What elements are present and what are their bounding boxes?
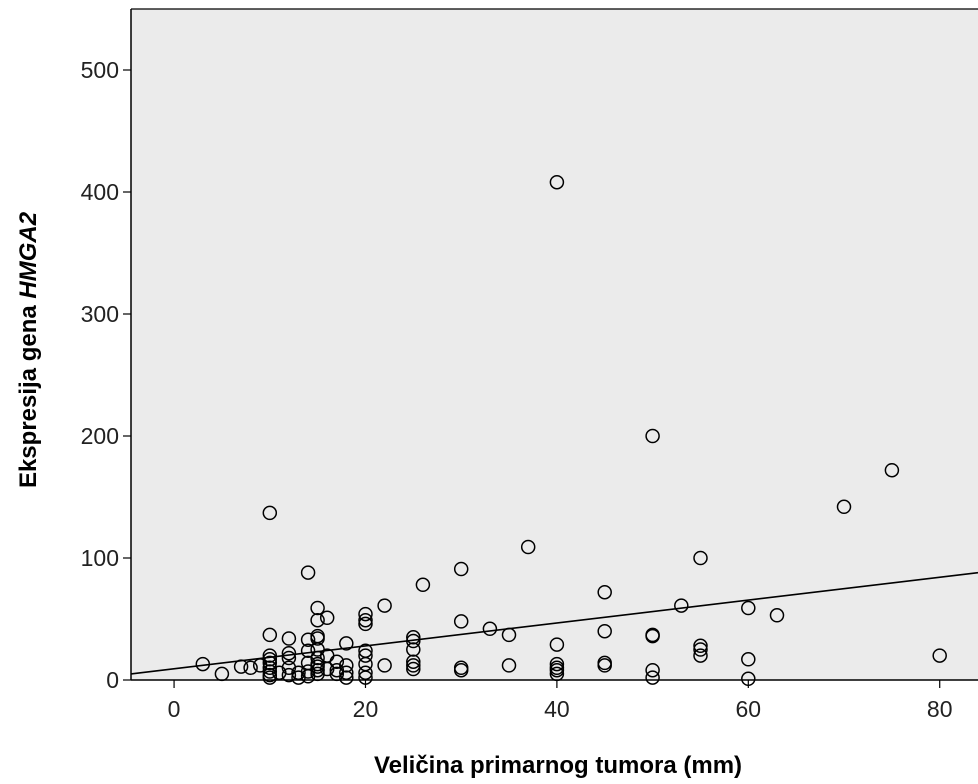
data-point — [262, 660, 278, 676]
y-tick-label: 100 — [81, 545, 119, 571]
data-point — [597, 623, 612, 639]
data-point — [262, 655, 278, 671]
data-point — [233, 659, 249, 674]
data-point — [549, 174, 565, 190]
data-point — [645, 428, 660, 444]
data-point — [262, 627, 278, 643]
data-point — [406, 658, 421, 673]
data-point — [836, 499, 852, 515]
data-point — [262, 652, 278, 667]
data-point — [549, 662, 565, 678]
data-point — [693, 648, 708, 663]
axes-layer — [130, 8, 978, 681]
x-tick-label: 40 — [544, 696, 570, 722]
data-point — [520, 539, 536, 555]
data-point — [769, 608, 785, 623]
data-point — [501, 627, 517, 643]
data-point — [319, 610, 335, 626]
plot-area — [131, 9, 978, 680]
data-point — [415, 577, 431, 593]
data-point — [482, 621, 498, 637]
data-point — [339, 636, 354, 651]
y-tick-label: 300 — [81, 301, 119, 327]
data-point — [377, 598, 392, 613]
data-point — [549, 637, 565, 652]
data-point — [406, 642, 421, 657]
x-axis-title: Veličina primarnog tumora (mm) — [374, 752, 742, 779]
data-point — [358, 612, 373, 628]
data-point — [453, 614, 469, 629]
y-tick-label: 500 — [81, 57, 119, 83]
data-point — [741, 652, 756, 667]
y-axis-title-prefix: Ekspresija gena — [15, 299, 42, 488]
data-point — [597, 658, 612, 673]
data-point — [358, 665, 373, 680]
y-tick-label: 0 — [106, 667, 119, 693]
data-point — [300, 565, 316, 580]
data-point — [310, 631, 325, 646]
data-point — [281, 631, 297, 646]
data-point — [693, 550, 708, 566]
data-point — [932, 648, 947, 663]
data-point — [195, 656, 211, 672]
data-point — [358, 648, 373, 663]
y-tick-label: 400 — [81, 179, 119, 205]
data-point — [262, 505, 278, 521]
x-tick-label: 0 — [168, 696, 181, 722]
data-point — [310, 650, 325, 666]
data-point — [549, 656, 565, 672]
data-point — [377, 658, 392, 673]
data-point — [300, 664, 316, 679]
data-point — [310, 662, 325, 678]
data-point — [645, 628, 660, 644]
data-point — [281, 650, 297, 666]
data-point — [310, 600, 325, 616]
data-point — [453, 662, 469, 678]
data-point — [310, 659, 325, 674]
data-point — [741, 600, 756, 616]
data-point — [406, 654, 421, 669]
ticks-layer: 0 20 40 60 80 0 100 200 300 400 500 — [81, 57, 953, 722]
data-point — [310, 612, 325, 628]
y-tick-label: 200 — [81, 423, 119, 449]
data-point — [329, 654, 345, 669]
data-point — [501, 658, 517, 673]
data-point — [339, 658, 354, 673]
data-point — [597, 584, 612, 600]
data-point — [884, 462, 900, 478]
data-point — [243, 660, 258, 676]
x-tick-label: 60 — [736, 696, 762, 722]
y-axis-title: Ekspresija gena HMGA2 — [15, 211, 42, 488]
data-point — [281, 645, 297, 661]
data-point — [406, 630, 421, 645]
data-point — [645, 662, 660, 678]
data-point — [693, 638, 708, 654]
data-point — [281, 667, 297, 683]
data-point — [693, 642, 708, 657]
data-point — [262, 648, 278, 663]
data-point — [358, 606, 373, 622]
data-point — [406, 661, 421, 677]
data-point — [300, 632, 316, 647]
data-point — [262, 664, 278, 679]
data-point — [291, 665, 306, 680]
data-point — [406, 633, 421, 649]
data-point — [329, 662, 345, 678]
x-tick-label: 80 — [927, 696, 953, 722]
data-point — [300, 643, 316, 658]
x-tick-label: 20 — [353, 696, 379, 722]
data-point — [339, 670, 354, 685]
points-layer — [195, 174, 947, 687]
data-point — [358, 616, 373, 632]
data-point — [645, 670, 660, 685]
data-point — [674, 598, 689, 613]
y-axis-title-gene: HMGA2 — [15, 211, 42, 298]
data-point — [262, 670, 278, 685]
data-point — [339, 665, 354, 680]
data-point — [453, 561, 469, 577]
